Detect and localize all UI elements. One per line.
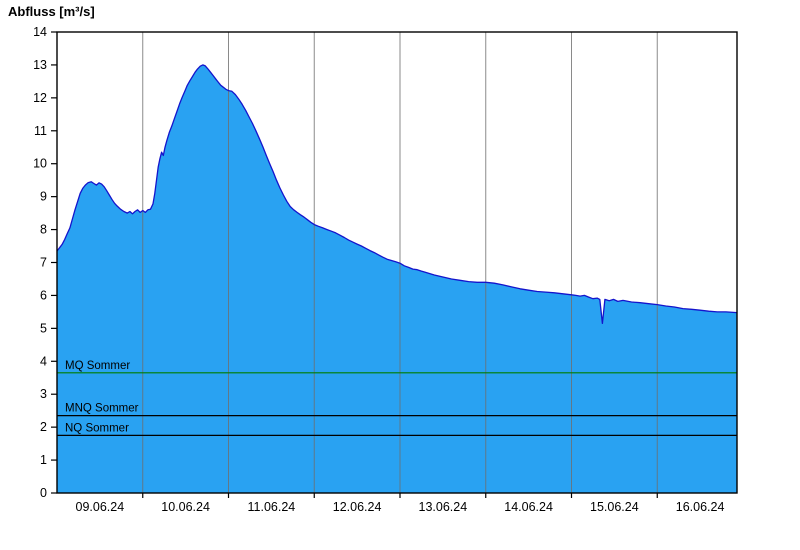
y-tick-label: 14 [33, 25, 47, 39]
x-tick-label: 15.06.24 [590, 500, 639, 514]
y-tick-label: 2 [40, 420, 47, 434]
y-tick-label: 12 [33, 91, 47, 105]
discharge-line [56, 64, 738, 325]
chart-title: Abfluss [m³/s] [8, 4, 95, 19]
x-tick-label: 11.06.24 [248, 500, 296, 514]
discharge-area [57, 64, 737, 494]
y-tick-label: 6 [40, 288, 47, 302]
y-tick-label: 9 [40, 190, 47, 204]
y-tick-label: 8 [40, 223, 47, 237]
reference-lines: MQ Sommer MNQ Sommer NQ Sommer [57, 360, 737, 436]
x-tick-label: 16.06.24 [676, 500, 725, 514]
y-tick-label: 11 [34, 124, 47, 138]
x-tick-label: 14.06.24 [504, 500, 553, 514]
reference-line-label: NQ Sommer [65, 422, 129, 434]
x-tick-label: 13.06.24 [419, 500, 468, 514]
x-tick-label: 12.06.24 [333, 500, 382, 514]
reference-line-label: MNQ Sommer [65, 403, 139, 415]
reference-line-label: MQ Sommer [65, 360, 130, 372]
y-tick-label: 1 [40, 453, 47, 467]
y-tick-label: 10 [33, 157, 47, 171]
x-tick-label: 09.06.24 [76, 500, 125, 514]
y-tick-label: 5 [40, 321, 47, 335]
y-tick-label: 13 [33, 58, 47, 72]
x-tick-label: 10.06.24 [161, 500, 210, 514]
x-axis: 09.06.24 10.06.24 11.06.24 12.06.24 13.06.24… [76, 493, 725, 514]
y-tick-label: 0 [40, 486, 47, 500]
y-tick-label: 7 [40, 256, 47, 270]
y-tick-label: 4 [40, 354, 47, 368]
y-tick-label: 3 [40, 387, 47, 401]
